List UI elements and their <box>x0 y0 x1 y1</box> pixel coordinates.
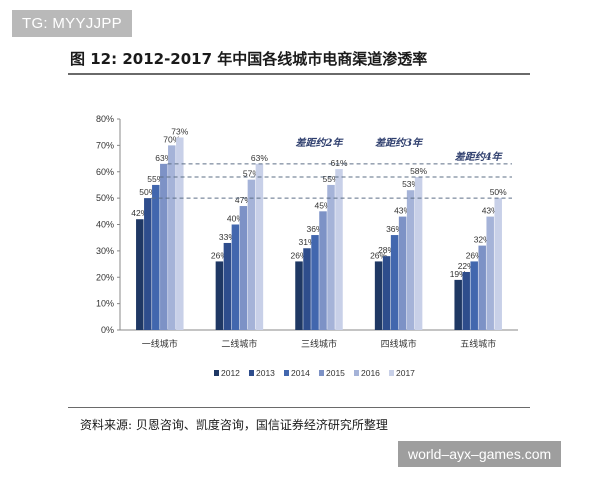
bar <box>478 245 486 330</box>
bar <box>398 216 407 330</box>
y-tick-label: 70% <box>96 140 114 150</box>
bar <box>335 169 343 330</box>
bar <box>176 137 184 330</box>
bar <box>152 184 160 330</box>
y-tick-label: 50% <box>96 193 114 203</box>
data-label: 26% <box>466 250 483 260</box>
data-label: 22% <box>458 261 475 271</box>
data-label: 57% <box>243 169 260 179</box>
data-label: 45% <box>314 200 331 210</box>
category-label: 三线城市 <box>301 338 337 350</box>
data-label: 43% <box>394 206 411 216</box>
legend-swatch <box>284 370 289 376</box>
y-tick-label: 20% <box>96 272 114 282</box>
bar <box>406 190 415 330</box>
legend-label: 2012 <box>221 368 240 378</box>
bar <box>319 211 327 330</box>
bar <box>414 177 423 330</box>
legend-swatch <box>214 370 219 376</box>
legend-label: 2015 <box>326 368 345 378</box>
data-label: 32% <box>474 235 491 245</box>
bar <box>470 261 478 330</box>
data-label: 50% <box>490 187 507 197</box>
bar <box>462 271 470 330</box>
bar <box>168 145 176 330</box>
data-label: 47% <box>235 195 252 205</box>
data-label: 31% <box>298 237 315 247</box>
data-label: 19% <box>450 269 467 279</box>
source-note: 资料来源: 贝恩咨询、凯度咨询，国信证券经济研究所整理 <box>80 418 388 432</box>
bar <box>295 261 303 330</box>
data-label: 70% <box>163 134 180 144</box>
y-tick-label: 30% <box>96 246 114 256</box>
data-label: 28% <box>378 245 395 255</box>
legend-swatch <box>389 370 394 376</box>
data-label: 42% <box>131 208 148 218</box>
data-label: 36% <box>386 224 403 234</box>
data-label: 53% <box>402 179 419 189</box>
data-label: 63% <box>155 153 172 163</box>
y-tick-label: 0% <box>101 325 114 335</box>
bar <box>247 179 256 330</box>
legend-swatch <box>249 370 254 376</box>
bar <box>454 279 462 330</box>
data-label: 26% <box>290 250 307 260</box>
title-rule <box>68 73 530 75</box>
bar <box>382 256 391 330</box>
bar <box>311 235 319 330</box>
data-label: 50% <box>139 187 156 197</box>
data-label: 26% <box>211 250 228 260</box>
y-tick-label: 40% <box>96 220 114 230</box>
gap-annotation: 差距约3年 <box>375 137 424 149</box>
bar <box>239 206 248 330</box>
data-label: 26% <box>370 250 387 260</box>
bar <box>255 163 264 330</box>
watermark-bottom: world–ayx–games.com <box>398 441 562 467</box>
data-label: 73% <box>171 126 188 136</box>
legend-swatch <box>354 370 359 376</box>
data-label: 40% <box>227 214 244 224</box>
legend-label: 2016 <box>361 368 380 378</box>
source-rule <box>68 407 530 408</box>
data-label: 61% <box>330 158 347 168</box>
data-label: 63% <box>251 153 268 163</box>
data-label: 43% <box>482 206 499 216</box>
y-tick-label: 10% <box>96 299 114 309</box>
data-label: 55% <box>147 174 164 184</box>
category-label: 二线城市 <box>221 338 257 350</box>
bar <box>374 261 383 330</box>
legend-label: 2013 <box>256 368 275 378</box>
data-label: 55% <box>322 174 339 184</box>
bar <box>303 248 311 330</box>
bar <box>494 198 502 330</box>
bar <box>223 242 232 330</box>
y-tick-label: 60% <box>96 167 114 177</box>
legend-label: 2017 <box>396 368 415 378</box>
y-tick-label: 80% <box>96 114 114 124</box>
figure-title: 图 12: 2012-2017 年中国各线城市电商渠道渗透率 <box>70 50 428 68</box>
bar <box>160 163 168 330</box>
legend-swatch <box>319 370 324 376</box>
bar <box>327 184 335 330</box>
bar <box>144 198 152 330</box>
category-label: 五线城市 <box>460 338 496 350</box>
category-label: 一线城市 <box>142 338 178 350</box>
data-label: 33% <box>219 232 236 242</box>
data-label: 36% <box>306 224 323 234</box>
data-label: 58% <box>410 166 427 176</box>
bar <box>215 261 224 330</box>
bar <box>390 235 399 330</box>
gap-annotation: 差距约4年 <box>455 151 504 163</box>
legend-label: 2014 <box>291 368 310 378</box>
bar <box>486 216 494 330</box>
bar <box>231 224 240 330</box>
category-label: 四线城市 <box>381 338 417 350</box>
watermark-top: TG: MYYJJPP <box>12 10 132 37</box>
bar <box>136 219 144 330</box>
gap-annotation: 差距约2年 <box>296 137 345 149</box>
